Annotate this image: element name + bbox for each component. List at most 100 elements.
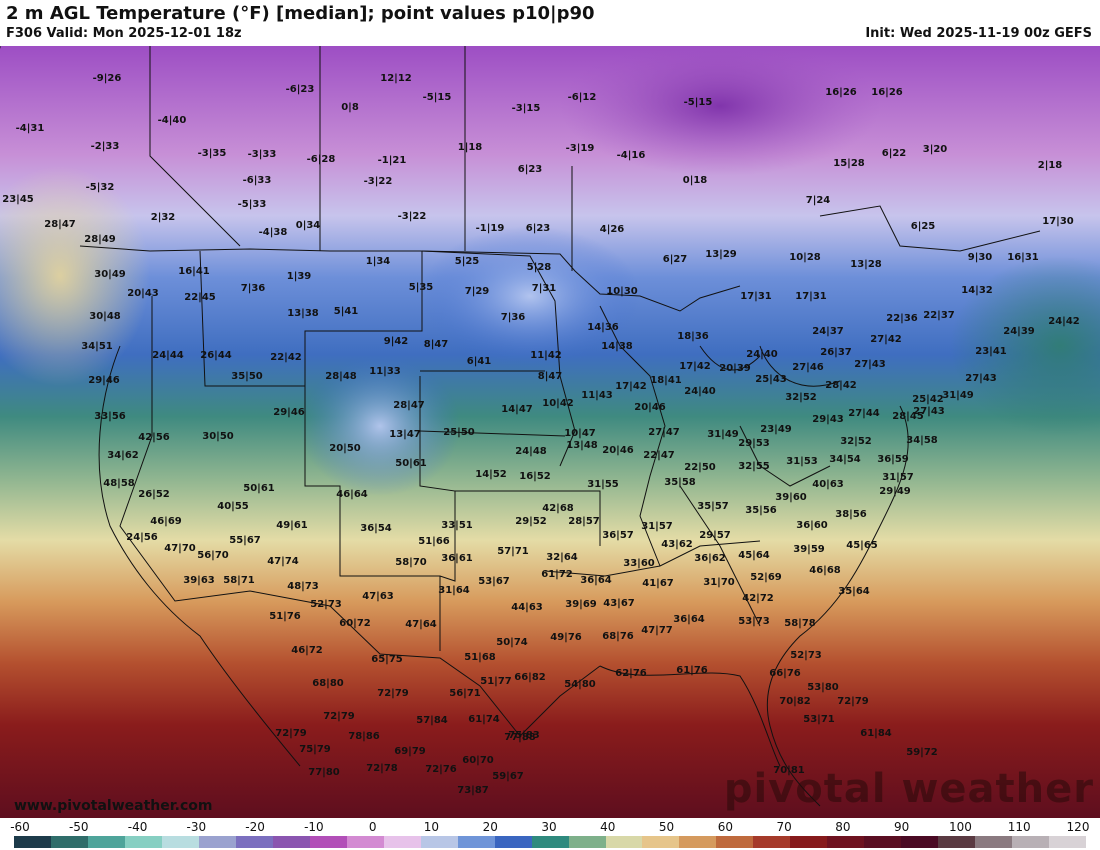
point-value-label: 31|49 — [942, 390, 974, 401]
point-value-label: 13|38 — [287, 308, 319, 319]
point-value-label: 42|68 — [542, 503, 574, 514]
point-value-label: 72|79 — [275, 728, 307, 739]
us-mexico-border — [119, 296, 601, 737]
point-value-label: 24|40 — [746, 349, 778, 360]
point-value-label: 56|71 — [449, 688, 481, 699]
point-value-label: 16|31 — [1007, 252, 1039, 263]
point-value-label: -5|33 — [238, 199, 267, 210]
colorbar-swatch — [50, 836, 88, 848]
point-value-label: 39|59 — [793, 544, 825, 555]
point-value-label: 46|68 — [809, 565, 841, 576]
plains-divisions — [419, 370, 601, 546]
point-value-label: -6|33 — [243, 175, 272, 186]
point-value-label: 6|22 — [882, 148, 907, 159]
point-value-label: 42|72 — [742, 593, 774, 604]
point-value-label: -3|33 — [248, 149, 277, 160]
point-value-label: 0|18 — [683, 175, 708, 186]
point-value-label: -5|15 — [684, 97, 713, 108]
map-header: 2 m AGL Temperature (°F) [median]; point… — [0, 0, 1100, 46]
point-value-label: 13|47 — [389, 429, 421, 440]
point-value-label: 60|72 — [339, 618, 371, 629]
point-value-label: 8|47 — [538, 371, 563, 382]
colorbar-tick-label: 20 — [482, 820, 498, 834]
point-value-label: 49|61 — [276, 520, 308, 531]
colorbar-swatch — [975, 836, 1013, 848]
point-value-label: 46|64 — [336, 489, 368, 500]
colorbar-swatch — [420, 836, 458, 848]
point-value-label: 36|64 — [673, 614, 705, 625]
point-value-label: 28|47 — [393, 400, 425, 411]
point-value-label: 24|40 — [684, 386, 716, 397]
point-value-label: 36|61 — [441, 553, 473, 564]
point-value-label: -4|31 — [16, 123, 45, 134]
point-value-label: 57|71 — [497, 546, 529, 557]
point-value-label: 68|76 — [602, 631, 634, 642]
map-canvas: -9|26 -4|31 -4|40 -2|33 -5|32 -3|35 -3|33 -6|28… — [0, 46, 1100, 818]
northwest-states — [199, 250, 423, 387]
colorbar-ticks: -60 -50 -40 -30 -20 -10 0 10 20 30 40 50 60 70 80 90 100… — [0, 818, 1100, 834]
point-value-label: 56|70 — [197, 550, 229, 561]
point-value-label: 16|26 — [825, 87, 857, 98]
point-value-label: 24|56 — [126, 532, 158, 543]
point-value-label: 30|49 — [94, 269, 126, 280]
east-divisions — [679, 425, 831, 627]
point-value-label: -5|32 — [86, 182, 115, 193]
point-value-label: 6|23 — [526, 223, 551, 234]
point-value-label: 20|46 — [634, 402, 666, 413]
point-value-label: 16|26 — [871, 87, 903, 98]
point-value-label: 49|76 — [550, 632, 582, 643]
point-value-label: 7|29 — [465, 286, 490, 297]
point-value-label: 47|70 — [164, 543, 196, 554]
point-value-label: 51|76 — [269, 611, 301, 622]
point-value-label: 36|64 — [580, 575, 612, 586]
colorbar-tick-label: 110 — [1007, 820, 1031, 834]
colorbar-tick-label: 60 — [717, 820, 733, 834]
point-value-label: -9|26 — [93, 73, 122, 84]
point-value-label: 10|30 — [606, 286, 638, 297]
point-value-label: 20|39 — [719, 363, 751, 374]
point-value-label: 7|24 — [806, 195, 831, 206]
point-value-label: 36|62 — [694, 553, 726, 564]
point-value-label: 50|61 — [243, 483, 275, 494]
point-value-label: 23|45 — [2, 194, 34, 205]
point-value-label: 69|79 — [394, 746, 426, 757]
point-value-label: 5|28 — [527, 262, 552, 273]
point-value-label: 31|49 — [707, 429, 739, 440]
point-value-label: 47|74 — [267, 556, 299, 567]
point-value-label: 24|39 — [1003, 326, 1035, 337]
point-value-label: 59|70 — [0, 46, 16, 49]
point-value-label: 28|48 — [325, 371, 357, 382]
colorbar-swatch — [161, 836, 199, 848]
colorbar-swatch — [14, 836, 51, 848]
point-value-label: 13|29 — [705, 249, 737, 260]
point-value-label: 7|36 — [241, 283, 266, 294]
mild-pacific-coast — [0, 166, 150, 386]
point-value-label: -3|22 — [364, 176, 393, 187]
point-value-label: 72|79 — [837, 696, 869, 707]
point-value-label: 33|51 — [441, 520, 473, 531]
point-value-label: 31|53 — [786, 456, 818, 467]
colorbar-swatch — [679, 836, 717, 848]
point-value-label: 20|46 — [602, 445, 634, 456]
point-value-label: -1|19 — [476, 223, 505, 234]
point-value-label: 7|31 — [532, 283, 557, 294]
point-value-label: 72|76 — [425, 764, 457, 775]
point-value-label: 36|54 — [360, 523, 392, 534]
point-value-label: 23|41 — [975, 346, 1007, 357]
point-value-label: 46|69 — [150, 516, 182, 527]
point-value-label: 32|55 — [738, 461, 770, 472]
colorbar-tick-label: 10 — [423, 820, 440, 834]
point-value-label: 2|18 — [1038, 160, 1063, 171]
point-value-label: 28|45 — [892, 411, 924, 422]
point-value-label: -5|15 — [423, 92, 452, 103]
point-value-label: 52|73 — [790, 650, 822, 661]
point-value-label: 61|74 — [468, 714, 500, 725]
point-value-label: 33|60 — [623, 558, 655, 569]
colorbar-swatch — [235, 836, 273, 848]
point-value-label: 39|69 — [565, 599, 597, 610]
point-value-label: 31|64 — [438, 585, 470, 596]
colorbar-tick-label: -10 — [304, 820, 324, 834]
colorbar-swatch — [716, 836, 754, 848]
colorbar-tick-label: 0 — [368, 820, 377, 834]
point-value-label: 58|78 — [784, 618, 816, 629]
